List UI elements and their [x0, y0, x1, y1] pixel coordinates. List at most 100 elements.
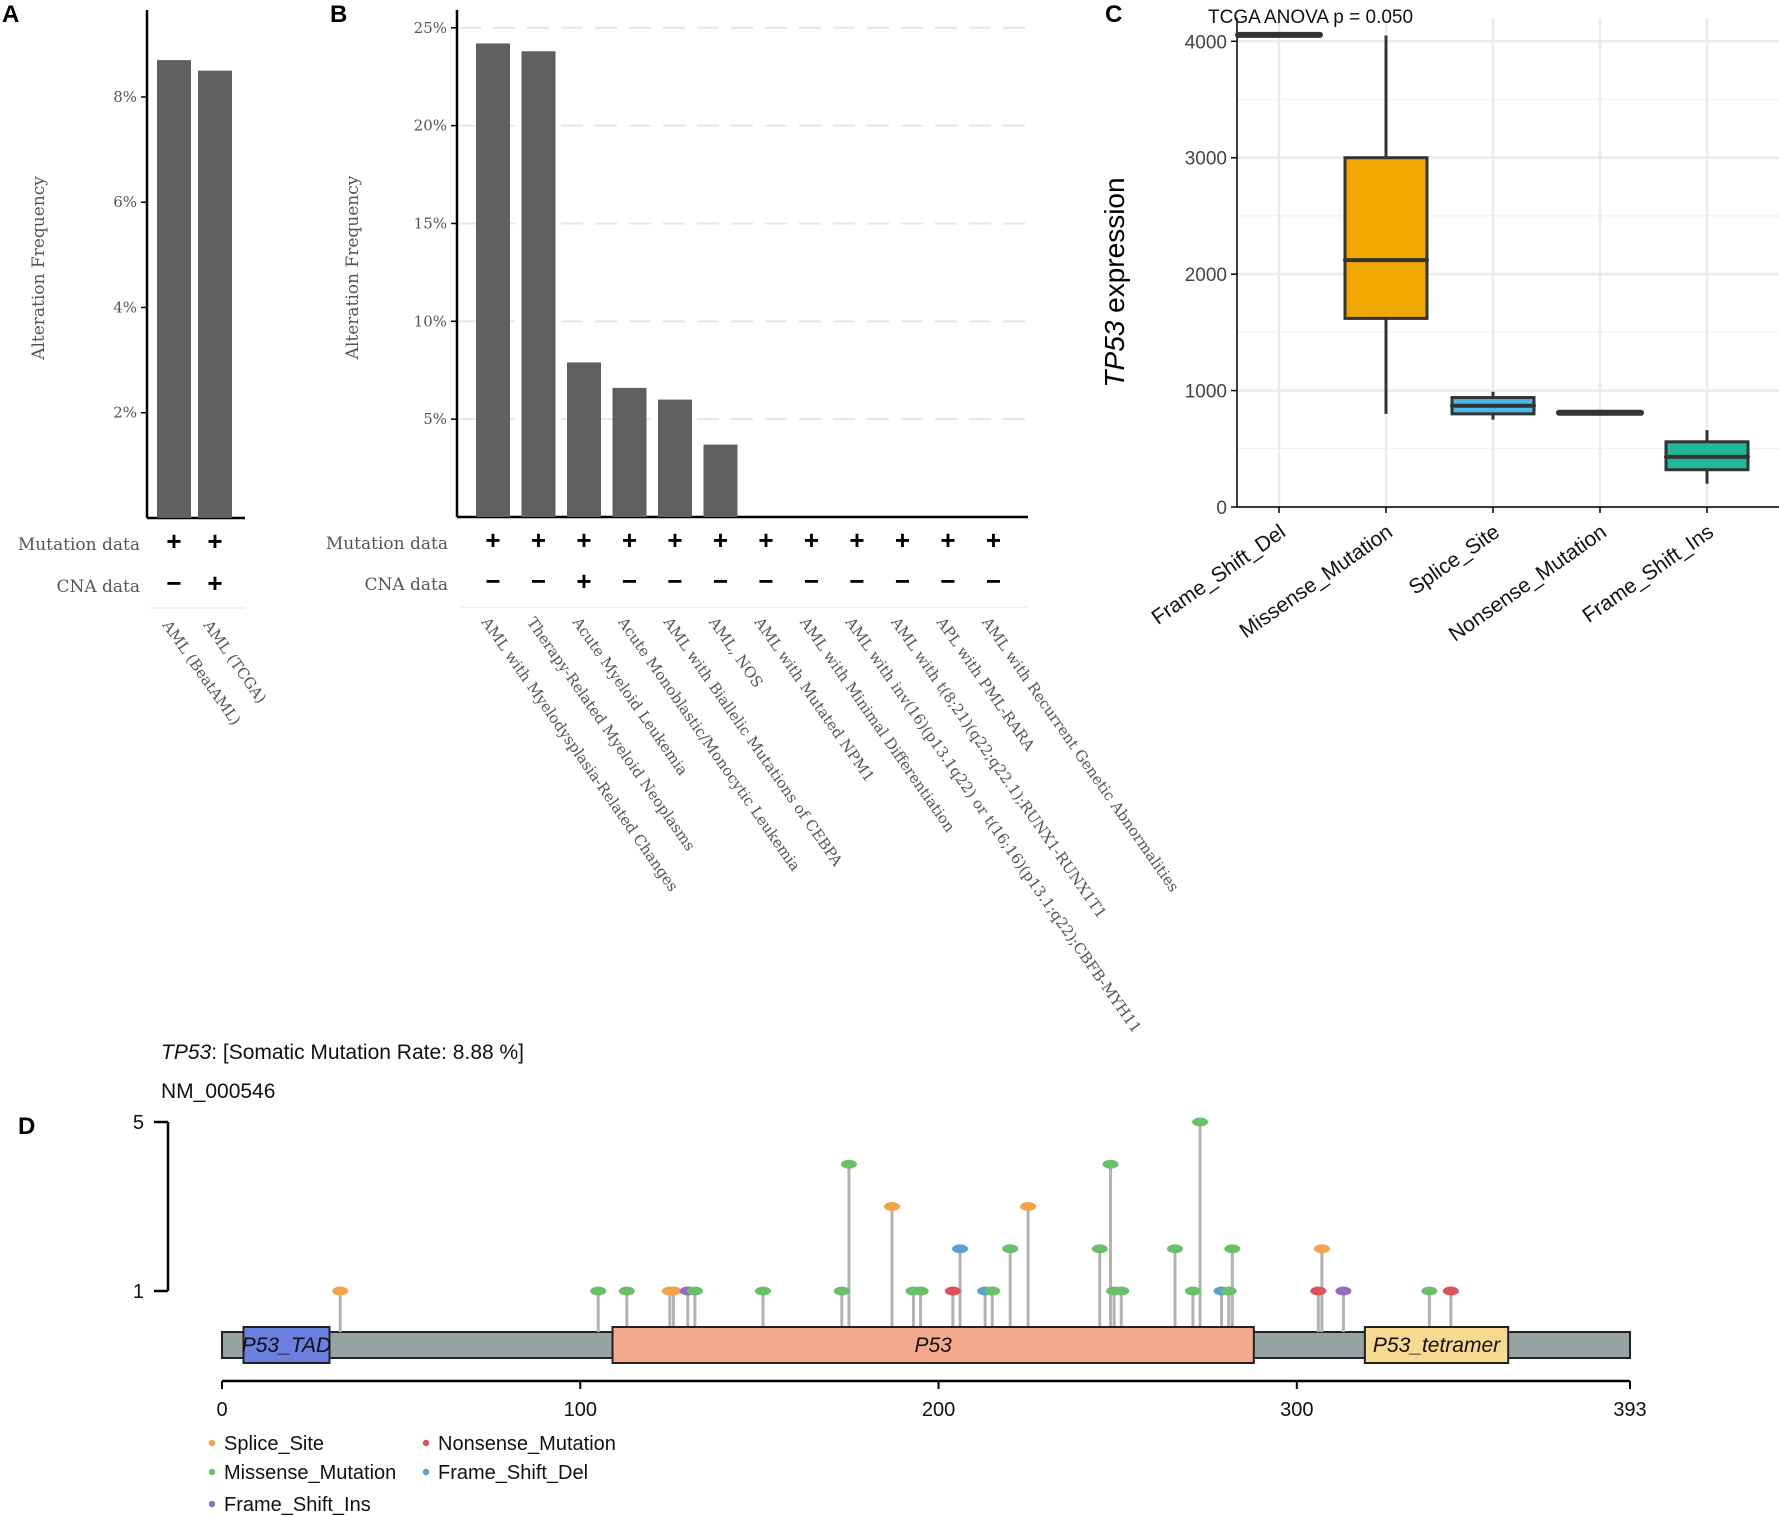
x-tick-label: 300: [1280, 1399, 1313, 1421]
mutation-data-symbol: +: [622, 525, 637, 555]
mutation-data-symbol: +: [667, 525, 682, 555]
lollipop-head: [883, 1202, 900, 1211]
lollipop-head: [590, 1286, 607, 1296]
y-tick-label: 8%: [113, 88, 137, 106]
bar: [703, 444, 738, 517]
y-tick-label: 1: [133, 1281, 144, 1303]
lollipop-head: [944, 1286, 961, 1296]
lollipop-head: [618, 1286, 635, 1296]
lollipop-head: [1335, 1286, 1352, 1296]
mutation-data-symbol: +: [576, 525, 591, 555]
protein-domain: [611, 1326, 1255, 1364]
lollipop-head: [984, 1286, 1001, 1296]
legend-swatch: [208, 1468, 216, 1476]
y-axis-label: Alteration Frequency: [343, 175, 363, 360]
y-tick-label: 20%: [414, 117, 447, 135]
legend-label: Splice_Site: [224, 1433, 324, 1455]
y-axis-label-gene: TP53: [1099, 320, 1130, 387]
legend-swatch: [208, 1500, 216, 1508]
gene-title-name: TP53: [161, 1041, 212, 1064]
cna-data-symbol: −: [804, 566, 819, 596]
lollipop-head: [1224, 1244, 1241, 1254]
lollipop-head: [665, 1286, 682, 1296]
bar: [157, 60, 191, 519]
lollipop-head: [686, 1286, 703, 1296]
lollipop-head: [1192, 1117, 1209, 1127]
chart-title: TCGA ANOVA p = 0.050: [1208, 7, 1413, 28]
cna-row-label: CNA data: [364, 575, 448, 595]
lollipop-head: [1310, 1286, 1327, 1296]
lollipop-head: [1102, 1159, 1119, 1169]
cna-data-symbol: +: [207, 568, 222, 598]
x-tick-label: 0: [216, 1399, 227, 1421]
lollipop-head: [1020, 1202, 1037, 1211]
cna-data-symbol: −: [940, 566, 955, 596]
lollipop-head: [1113, 1286, 1130, 1296]
y-tick-label: 0: [1216, 498, 1227, 519]
mutation-row-label: Mutation data: [18, 535, 140, 555]
y-tick-label: 25%: [414, 19, 447, 37]
x-tick-label: 100: [564, 1399, 597, 1421]
mutation-data-symbol: +: [713, 525, 728, 555]
domain-label: P53: [914, 1334, 952, 1357]
y-tick-label: 1000: [1185, 382, 1227, 403]
bar: [476, 43, 510, 518]
lollipop-head: [1184, 1286, 1201, 1296]
cna-data-symbol: −: [986, 566, 1001, 596]
cna-data-symbol: −: [713, 566, 728, 596]
cna-row-label: CNA data: [56, 577, 140, 597]
domain-label: P53_TAD: [242, 1334, 332, 1357]
mutation-data-symbol: +: [531, 525, 546, 555]
panel-b-letter: B: [330, 1, 347, 28]
x-tick-label: 393: [1613, 1399, 1646, 1421]
mutation-data-symbol: +: [895, 525, 910, 555]
legend-label: Frame_Shift_Ins: [224, 1494, 371, 1516]
cna-data-symbol: +: [576, 566, 591, 596]
y-tick-label: 6%: [113, 193, 137, 211]
mutation-data-symbol: +: [207, 526, 222, 556]
mutation-data-symbol: +: [758, 525, 773, 555]
lollipop-head: [1220, 1286, 1237, 1296]
mutation-data-symbol: +: [940, 525, 955, 555]
x-category-label: Splice_Site: [1405, 520, 1504, 599]
cna-data-symbol: −: [849, 566, 864, 596]
lollipop-head: [1091, 1244, 1108, 1254]
y-tick-label: 5: [133, 1112, 144, 1134]
panel-b-bar-chart: 5%10%15%20%25%Alteration Frequency+−AML …: [326, 10, 1183, 1036]
gene-title: TP53: [Somatic Mutation Rate: 8.88 %]: [161, 1041, 524, 1064]
mutation-row-label: Mutation data: [326, 534, 448, 554]
y-axis-label: TP53 expression: [1099, 177, 1130, 387]
cna-data-symbol: −: [758, 566, 773, 596]
cna-data-symbol: −: [485, 566, 500, 596]
box-body: [1343, 156, 1429, 320]
legend-label: Missense_Mutation: [224, 1462, 396, 1484]
legend-swatch: [422, 1468, 430, 1476]
x-category-label: AML with t(8;21)(q22;q22.1);RUNX1-RUNX1T…: [887, 613, 1111, 922]
lollipop-head: [833, 1286, 850, 1296]
panel-c-letter: C: [1105, 1, 1122, 28]
protein-domain: [1363, 1326, 1510, 1364]
mutation-data-symbol: +: [485, 525, 500, 555]
y-tick-label: 3000: [1185, 149, 1227, 170]
panel-d-letter: D: [18, 1113, 35, 1140]
cna-data-symbol: −: [166, 568, 181, 598]
domain-label: P53_tetramer: [1373, 1334, 1501, 1357]
cna-data-symbol: −: [895, 566, 910, 596]
gene-title-rate: : [Somatic Mutation Rate: 8.88 %]: [211, 1041, 524, 1064]
protein-domain: [242, 1326, 331, 1364]
y-tick-label: 2000: [1185, 265, 1227, 286]
panel-a-bar-chart: 2%4%6%8%Alteration Frequency+−AML (BeatA…: [18, 10, 270, 729]
legend-swatch: [208, 1439, 216, 1447]
bar: [198, 70, 232, 518]
x-category-label: AML with inv(16)(p13.1q22) or t(16;16)(p…: [841, 613, 1145, 1036]
legend-label: Frame_Shift_Del: [438, 1462, 588, 1484]
lollipop-head: [1313, 1244, 1330, 1254]
y-axis-label-rest: expression: [1099, 177, 1130, 320]
cna-data-symbol: −: [531, 566, 546, 596]
bar: [658, 399, 692, 517]
lollipop-head: [754, 1286, 771, 1296]
panel-d-lollipop-plot: TP53: [Somatic Mutation Rate: 8.88 %] NM_…: [133, 1041, 1647, 1516]
legend-label: Nonsense_Mutation: [438, 1433, 616, 1455]
lollipop-head: [1421, 1286, 1438, 1296]
